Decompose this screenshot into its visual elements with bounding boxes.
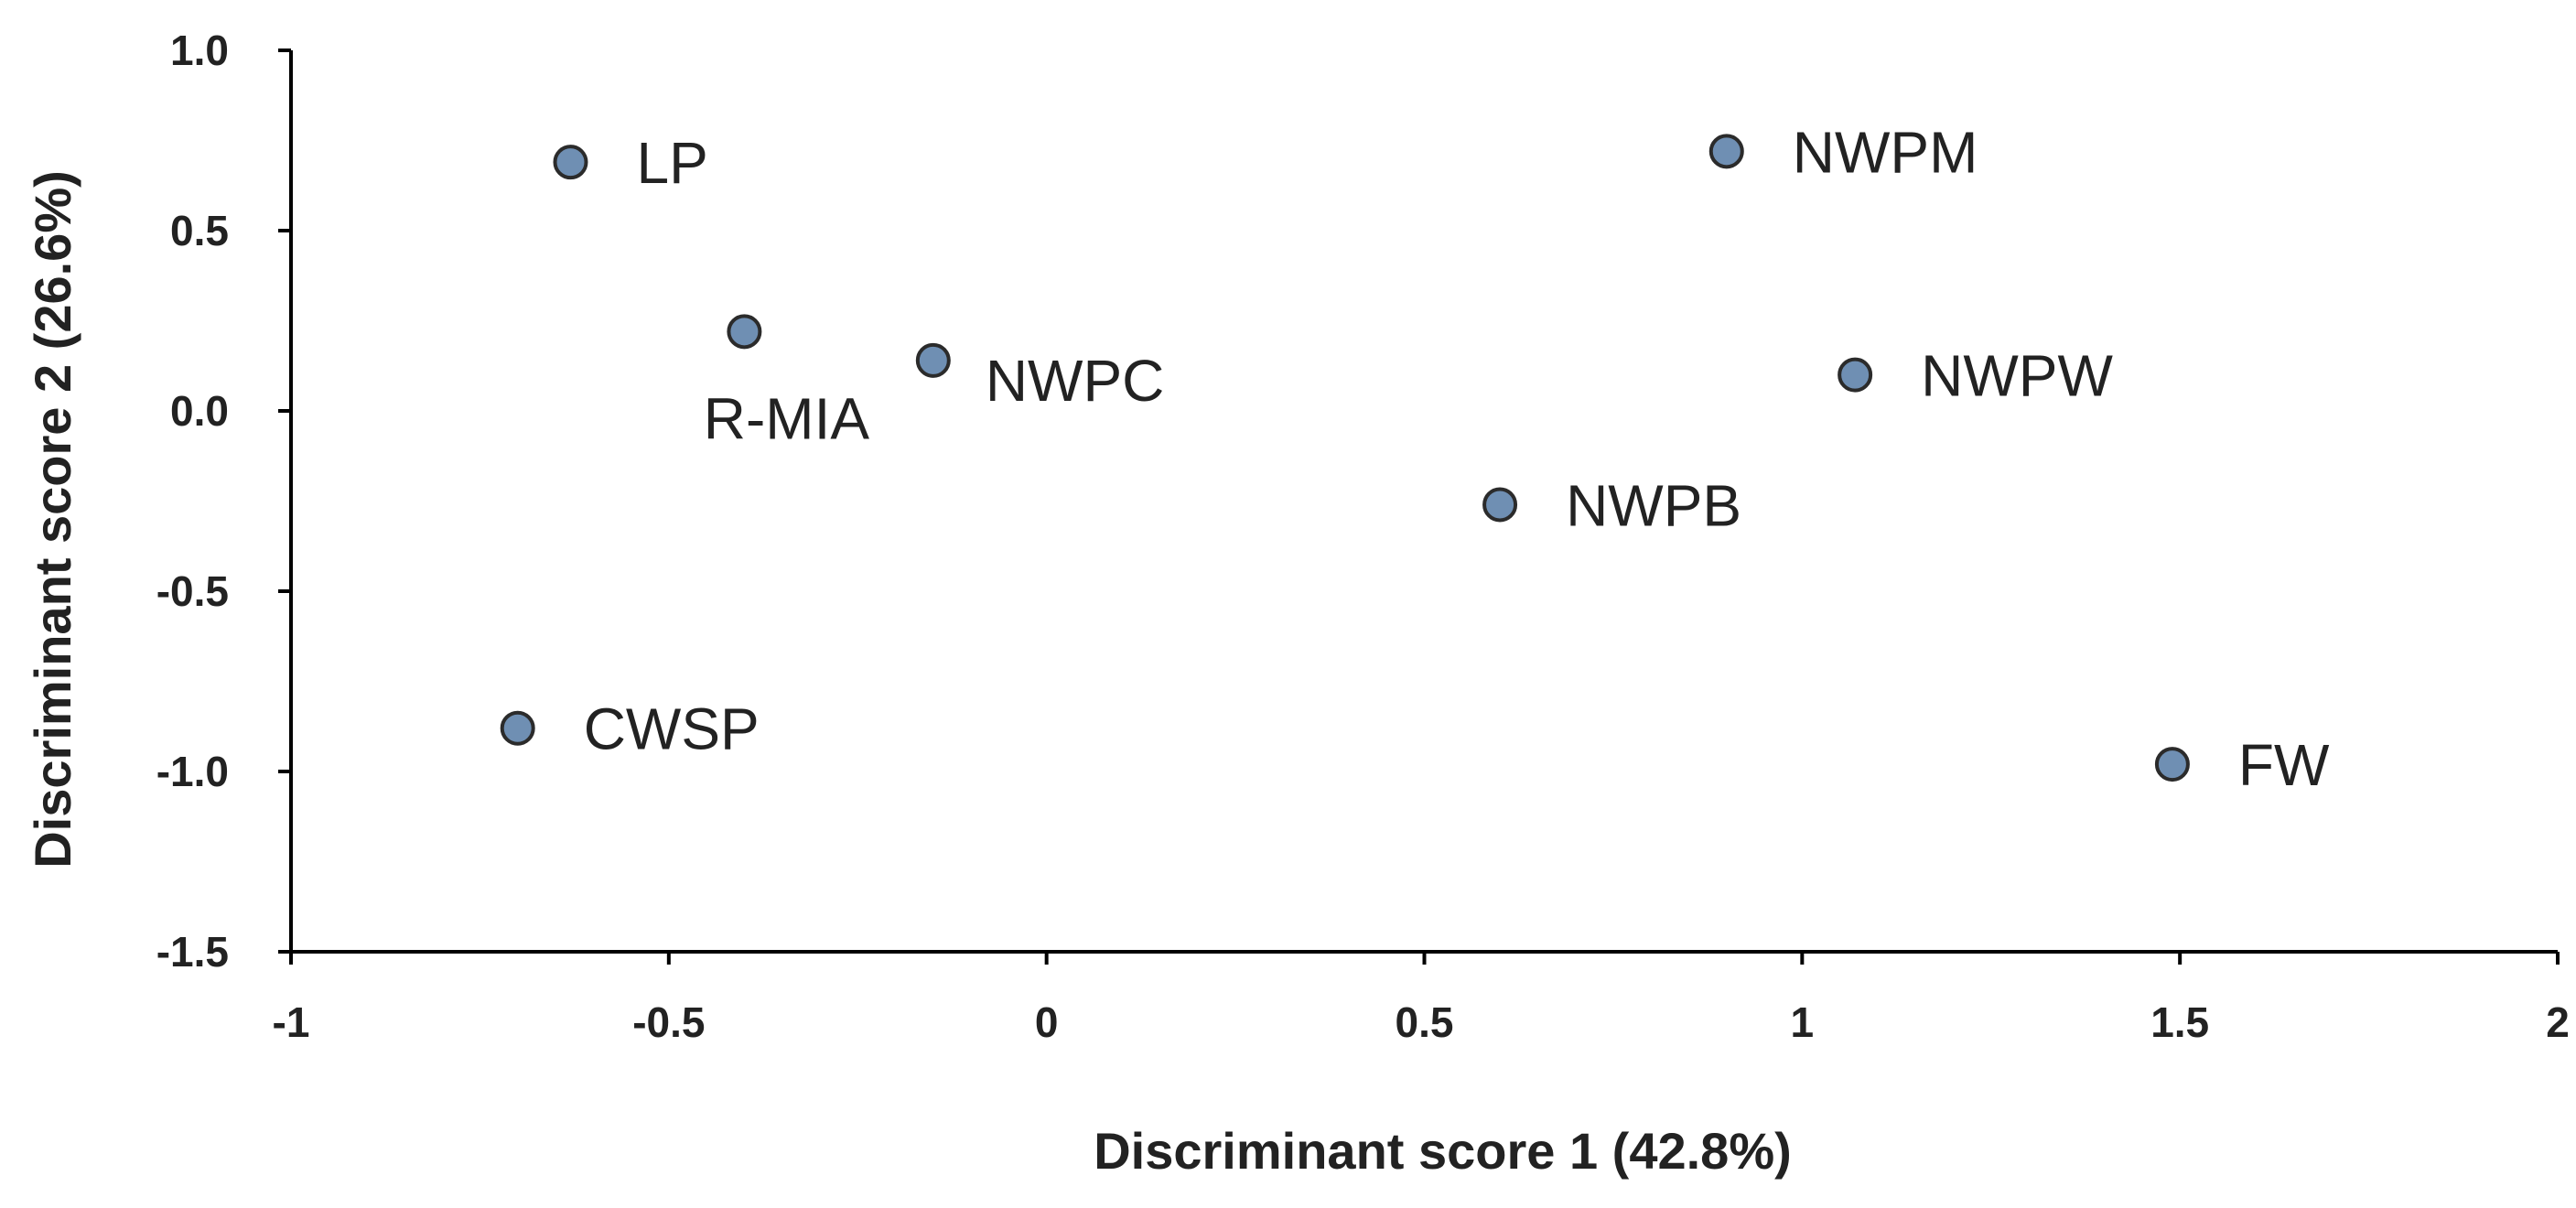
data-point <box>2154 747 2190 782</box>
point-label: NWPB <box>1566 472 1741 538</box>
point-labels: LP R-MIA NWPC CWSP NWPM NWPW NWPB FW <box>584 119 2330 798</box>
point-label: R-MIA <box>704 385 870 451</box>
data-point <box>915 342 951 378</box>
point-label: CWSP <box>584 696 760 762</box>
x-tick-label: -0.5 <box>632 998 705 1046</box>
data-point <box>1482 487 1518 523</box>
data-point <box>500 710 535 746</box>
y-tick-label: 0.5 <box>170 207 229 254</box>
axes <box>289 50 2558 954</box>
x-tick-label: 0 <box>1035 998 1059 1046</box>
x-tick-label: 1 <box>1791 998 1815 1046</box>
point-label: LP <box>636 130 707 196</box>
x-axis-ticks: -1 -0.5 0 0.5 1 1.5 2 <box>273 952 2570 1046</box>
y-tick-label: 1.0 <box>170 27 229 74</box>
y-axis-title: Discriminant score 2 (26.6%) <box>24 170 81 868</box>
data-point <box>1838 357 1873 393</box>
data-points <box>500 134 2190 782</box>
x-tick-label: 1.5 <box>2150 998 2209 1046</box>
point-label: NWPW <box>1921 343 2113 409</box>
y-tick-label: -1.0 <box>156 748 229 795</box>
y-tick-label: -0.5 <box>156 567 229 615</box>
y-tick-label: -1.5 <box>156 928 229 976</box>
x-tick-label: 2 <box>2546 998 2570 1046</box>
data-point <box>1708 134 1744 169</box>
point-label: NWPC <box>986 348 1165 414</box>
x-tick-label: 0.5 <box>1396 998 1454 1046</box>
data-point <box>727 314 762 350</box>
y-axis-ticks: 1.0 0.5 0.0 -0.5 -1.0 -1.5 <box>156 27 291 976</box>
y-tick-label: 0.0 <box>170 387 229 435</box>
point-label: NWPM <box>1793 119 1978 185</box>
x-tick-label: -1 <box>273 998 310 1046</box>
data-point <box>553 145 588 180</box>
x-axis-title: Discriminant score 1 (42.8%) <box>1094 1122 1792 1180</box>
point-label: FW <box>2238 732 2330 798</box>
